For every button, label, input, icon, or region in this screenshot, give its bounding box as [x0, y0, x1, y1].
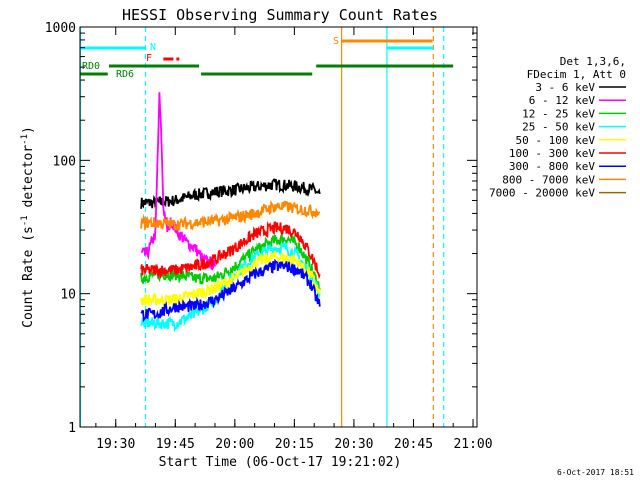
series-line-4 [140, 250, 321, 309]
x-tick-label-1: 19:45 [156, 437, 195, 452]
x-tick-label-2: 20:00 [215, 437, 254, 452]
series-line-0 [140, 178, 321, 210]
x-tick-label-6: 21:00 [453, 437, 492, 452]
series-line-7 [140, 199, 321, 232]
plot-frame [79, 26, 478, 428]
legend-label-8: 7000 - 20000 keV [489, 187, 595, 200]
y-label-sup1: -1 [20, 215, 30, 226]
x-axis-label: Start Time (06-Oct-17 19:21:02) [159, 455, 402, 470]
x-tick-label-0: 19:30 [96, 437, 135, 452]
legend-label-5: 100 - 300 keV [509, 147, 595, 160]
flag-label-rd0: RD0 [82, 61, 100, 72]
y-tick-label-2: 100 [53, 154, 76, 169]
x-tick-label-4: 20:30 [334, 437, 373, 452]
chart-title: HESSI Observing Summary Count Rates [122, 6, 438, 24]
series-line-6 [140, 258, 321, 323]
legend-label-3: 25 - 50 keV [522, 121, 595, 134]
legend-label-4: 50 - 100 keV [516, 134, 596, 147]
series-lines [140, 92, 321, 333]
y-label-end: ) [21, 126, 36, 134]
flag-label-rd6: RD6 [116, 69, 134, 80]
x-axis-ticks: 19:30 19:45 20:00 20:15 20:30 20:45 21:00 [95, 27, 493, 452]
legend-label-0: 3 - 6 keV [535, 81, 595, 94]
legend-header-2: FDecim 1, Att 0 [527, 68, 626, 81]
legend-label-1: 6 - 12 keV [529, 94, 596, 107]
legend-label-7: 800 - 7000 keV [502, 173, 595, 186]
footer-timestamp: 6-Oct-2017 18:51 [557, 468, 634, 477]
y-tick-label-3: 1000 [45, 21, 76, 36]
series-line-5 [140, 220, 321, 280]
flag-label-f: F [146, 53, 152, 64]
plot-area: NF S RD0 RD6 19:30 19:45 20:00 20:15 20:30 20:45… [45, 21, 493, 452]
flag-label-s: S [333, 36, 339, 47]
y-tick-label-1: 10 [60, 288, 76, 303]
y-axis-ticks: 1 10 100 1000 [45, 21, 477, 436]
series-line-3 [140, 241, 321, 333]
y-label-main: Count Rate (s [21, 226, 36, 328]
legend-header-1: Det 1,3,6, [560, 55, 626, 68]
x-tick-label-5: 20:45 [394, 437, 433, 452]
flag-bars: NF S RD0 RD6 [80, 36, 454, 80]
y-tick-label-0: 1 [68, 421, 76, 436]
series-line-1 [140, 92, 216, 271]
legend-label-6: 300 - 800 keV [509, 160, 595, 173]
flag-label-n: N [150, 42, 156, 53]
y-axis-label: Count Rate (s-1 detector-1) [20, 126, 36, 328]
x-tick-label-3: 20:15 [275, 437, 314, 452]
y-label-mid: detector [21, 145, 36, 216]
legend-label-2: 12 - 25 keV [522, 107, 595, 120]
y-label-sup2: -1 [20, 134, 30, 145]
